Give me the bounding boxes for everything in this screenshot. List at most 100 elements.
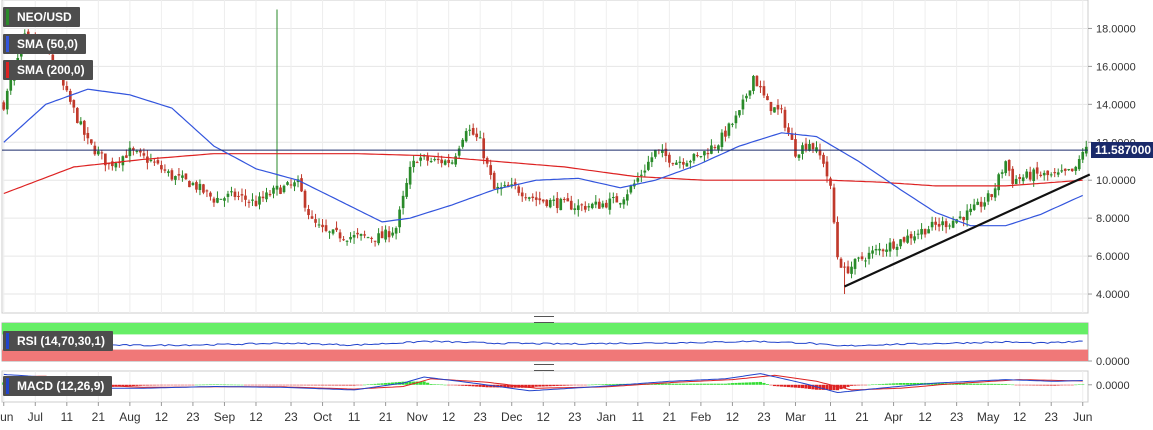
- candle-body: [226, 193, 230, 197]
- candle-body: [836, 221, 839, 258]
- candle-body: [878, 248, 881, 251]
- candle-body: [636, 178, 640, 182]
- candle-body: [202, 184, 205, 193]
- candle-body: [916, 233, 920, 235]
- macd-histogram-bar: [313, 384, 318, 386]
- macd-histogram-bar: [524, 384, 528, 388]
- candle-body: [373, 240, 377, 242]
- macd-histogram-bar: [979, 383, 983, 385]
- candle-body: [251, 199, 254, 201]
- candle-body: [734, 115, 738, 124]
- candle-body: [384, 229, 387, 240]
- candle-body: [951, 220, 955, 228]
- xtick-label: Feb: [691, 410, 712, 424]
- macd-histogram-bar: [1063, 384, 1067, 386]
- macd-histogram-bar: [849, 384, 854, 386]
- candle-body: [517, 186, 521, 193]
- candle-body: [79, 121, 83, 125]
- candle-body: [548, 199, 552, 208]
- price-ytick-label: 10.0000: [1096, 175, 1136, 187]
- candle-body: [258, 196, 261, 205]
- candle-body: [1067, 169, 1071, 171]
- macd-histogram-bar: [741, 382, 745, 385]
- macd-histogram-bar: [334, 384, 339, 386]
- xtick-label: 21: [855, 410, 869, 424]
- macd-histogram-bar: [408, 381, 412, 385]
- candle-body: [125, 155, 128, 158]
- candle-body: [237, 195, 240, 197]
- macd-histogram-bar: [541, 384, 545, 387]
- candle-body: [86, 132, 90, 139]
- macd-histogram-bar: [324, 384, 328, 386]
- pane-splitter-price-rsi[interactable]: [534, 316, 554, 323]
- candle-body: [552, 199, 556, 201]
- macd-histogram-bar: [464, 384, 468, 386]
- macd-histogram-bar: [709, 383, 713, 385]
- macd-histogram-bar: [443, 384, 447, 386]
- macd-histogram-bar: [282, 384, 286, 386]
- candle-body: [748, 90, 752, 96]
- candle-body: [808, 143, 811, 151]
- candle-body: [181, 175, 184, 178]
- macd-histogram-bar: [580, 384, 584, 386]
- macd-histogram-bar: [576, 384, 580, 386]
- candle-body: [839, 258, 843, 268]
- macd-histogram-bar: [243, 384, 248, 386]
- candle-body: [1042, 172, 1046, 176]
- candle-body: [272, 187, 275, 194]
- price-ytick-label: 14.0000: [1096, 99, 1136, 111]
- xtick-label: Nov: [406, 410, 427, 424]
- candle-body: [61, 74, 65, 86]
- candle-body: [303, 190, 307, 208]
- candle-body: [920, 228, 923, 235]
- xtick-label: 23: [284, 410, 298, 424]
- candle-body: [82, 120, 86, 135]
- candle-body: [68, 90, 72, 102]
- macd-histogram-bar: [664, 383, 668, 385]
- macd-histogram-bar: [482, 384, 486, 388]
- macd-histogram-bar: [1007, 384, 1011, 385]
- macd-histogram-bar: [1049, 384, 1053, 386]
- candle-body: [9, 79, 13, 91]
- candle-body: [958, 216, 962, 219]
- candle-body: [139, 150, 142, 153]
- candle-body: [611, 197, 615, 199]
- candle-body: [338, 232, 342, 239]
- candle-body: [615, 196, 619, 203]
- candle-body: [212, 198, 216, 203]
- macd-histogram-bar: [436, 384, 440, 385]
- macd-histogram-bar: [846, 384, 850, 387]
- macd-histogram-bar: [587, 384, 591, 386]
- xtick-label: Apr: [884, 410, 903, 424]
- macd-histogram-bar: [222, 384, 227, 386]
- xtick-label: 12: [537, 410, 551, 424]
- macd-histogram-bar: [751, 382, 756, 385]
- candle-body: [1032, 169, 1036, 182]
- candle-body: [731, 123, 734, 125]
- candle-body: [566, 198, 570, 202]
- candle-body: [759, 85, 762, 88]
- candle-body: [167, 171, 170, 173]
- candle-body: [815, 147, 818, 152]
- macd-histogram-bar: [341, 384, 346, 386]
- candle-body: [111, 161, 114, 167]
- pane-splitter-rsi-macd[interactable]: [534, 364, 554, 371]
- candle-body: [969, 208, 972, 212]
- macd-histogram-bar: [899, 383, 903, 385]
- xtick-label: Aug: [119, 410, 140, 424]
- macd-histogram-bar: [748, 382, 752, 385]
- candle-body: [654, 149, 657, 157]
- macd-histogram-bar: [205, 384, 209, 386]
- candle-body: [979, 201, 983, 207]
- macd-histogram-bar: [941, 383, 945, 385]
- candle-body: [114, 163, 118, 168]
- candle-body: [724, 130, 727, 137]
- candle-body: [447, 159, 450, 163]
- price-ytick-label: 8.0000: [1096, 213, 1130, 225]
- macd-histogram-bar: [198, 384, 202, 386]
- candle-body: [184, 173, 188, 180]
- support-trendline: [844, 173, 1091, 288]
- candle-body: [601, 203, 605, 208]
- candle-body: [1063, 168, 1067, 171]
- candle-body: [850, 266, 853, 274]
